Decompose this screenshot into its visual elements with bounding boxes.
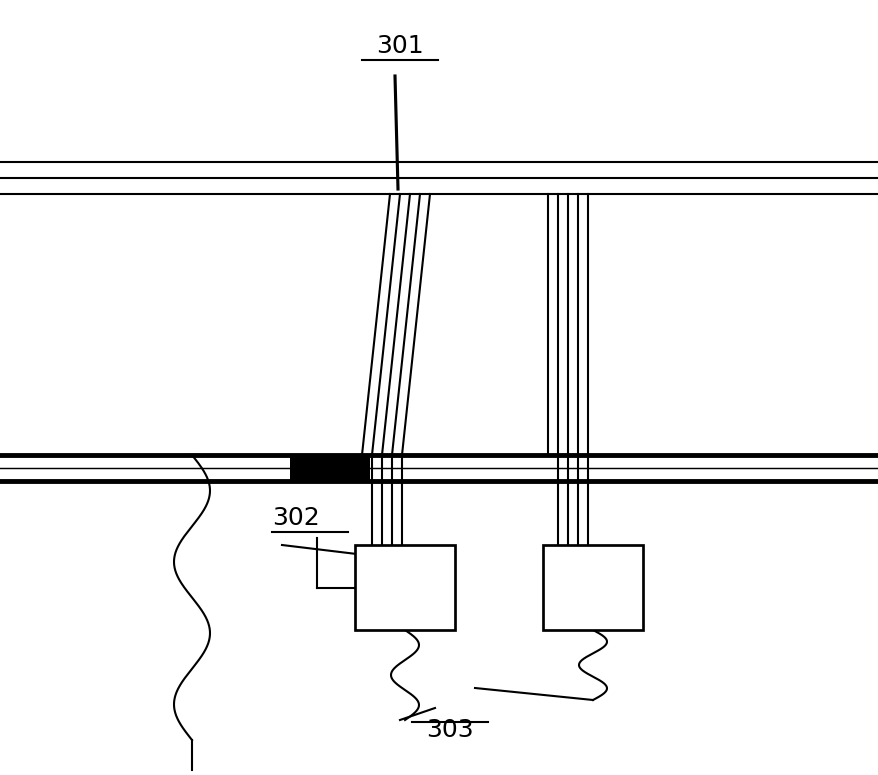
Bar	[355, 545, 455, 630]
Bar	[543, 545, 643, 630]
Bar	[290, 455, 370, 481]
Text: 303: 303	[426, 718, 473, 742]
Text: 302: 302	[271, 506, 320, 530]
Text: 301: 301	[376, 34, 423, 58]
